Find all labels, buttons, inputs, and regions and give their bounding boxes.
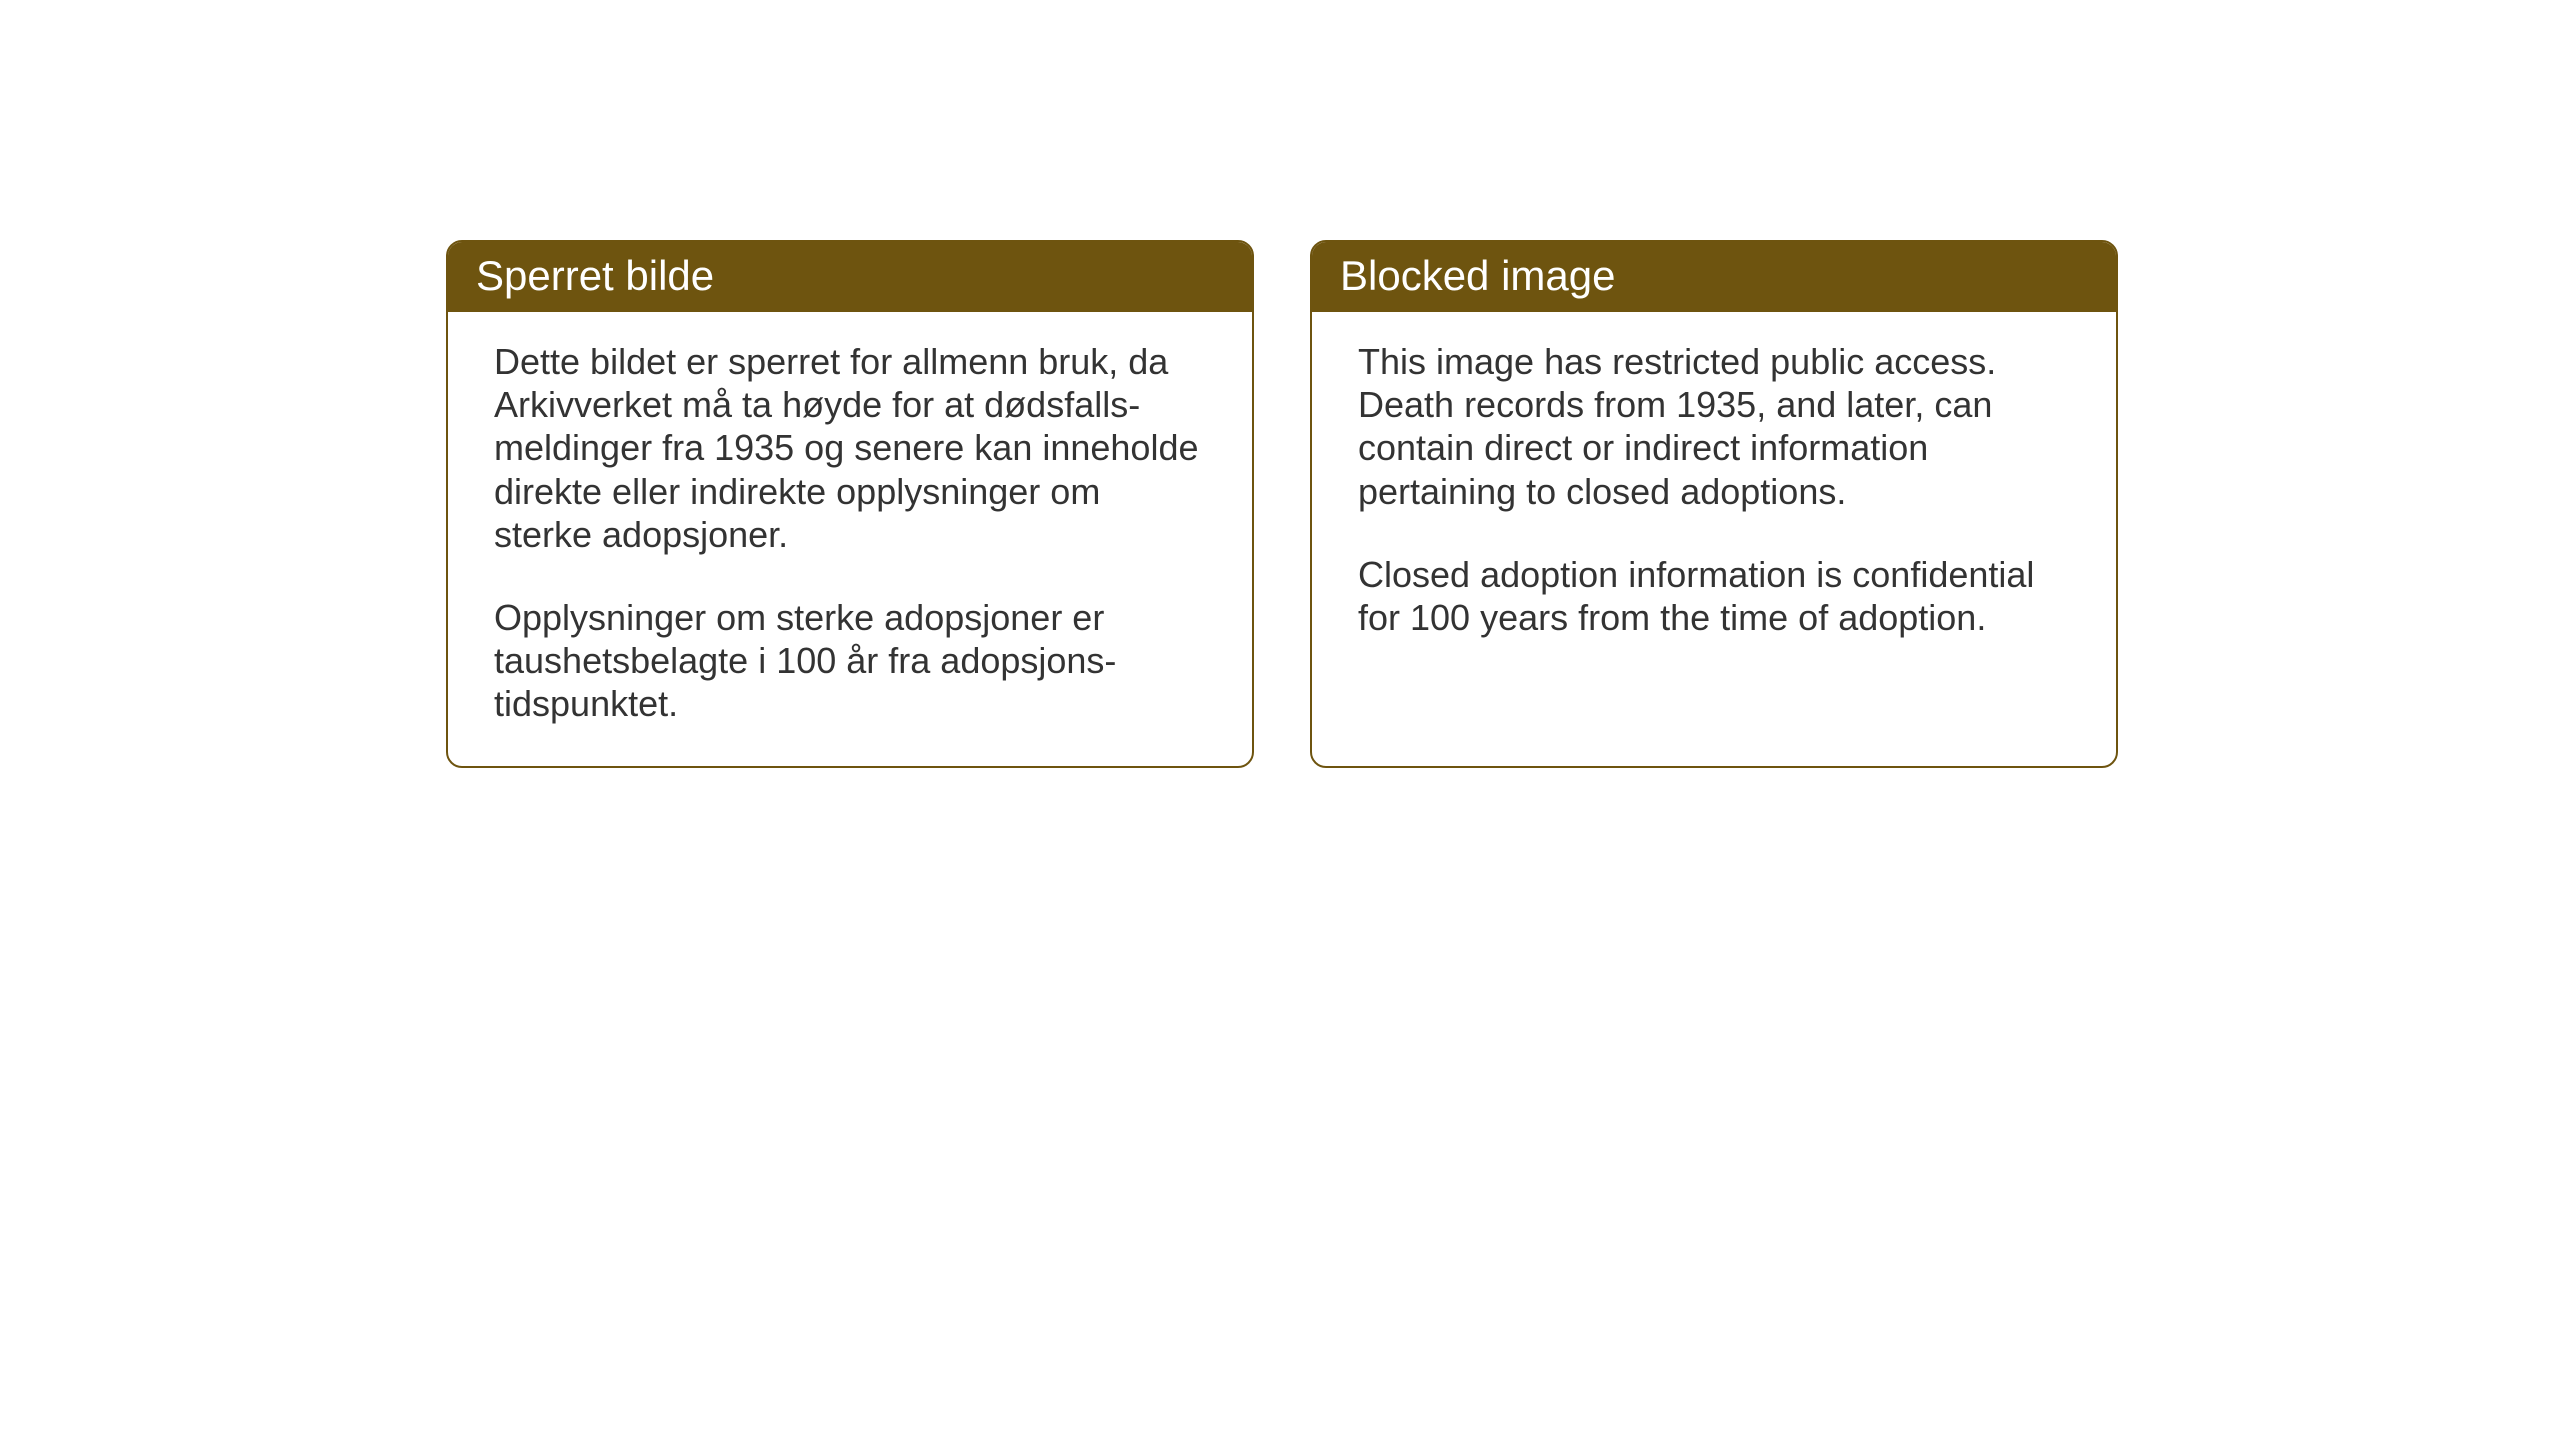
paragraph-text: Closed adoption information is confident… [1358,553,2070,639]
paragraph-text: Dette bildet er sperret for allmenn bruk… [494,340,1206,556]
card-title: Sperret bilde [476,252,714,299]
card-title: Blocked image [1340,252,1615,299]
notice-card-english: Blocked image This image has restricted … [1310,240,2118,768]
paragraph-text: This image has restricted public access.… [1358,340,2070,513]
notice-card-norwegian: Sperret bilde Dette bildet er sperret fo… [446,240,1254,768]
card-body-norwegian: Dette bildet er sperret for allmenn bruk… [448,312,1252,766]
card-header-norwegian: Sperret bilde [448,242,1252,312]
paragraph-text: Opplysninger om sterke adopsjoner er tau… [494,596,1206,726]
card-header-english: Blocked image [1312,242,2116,312]
notice-container: Sperret bilde Dette bildet er sperret fo… [446,240,2118,768]
card-body-english: This image has restricted public access.… [1312,312,2116,766]
